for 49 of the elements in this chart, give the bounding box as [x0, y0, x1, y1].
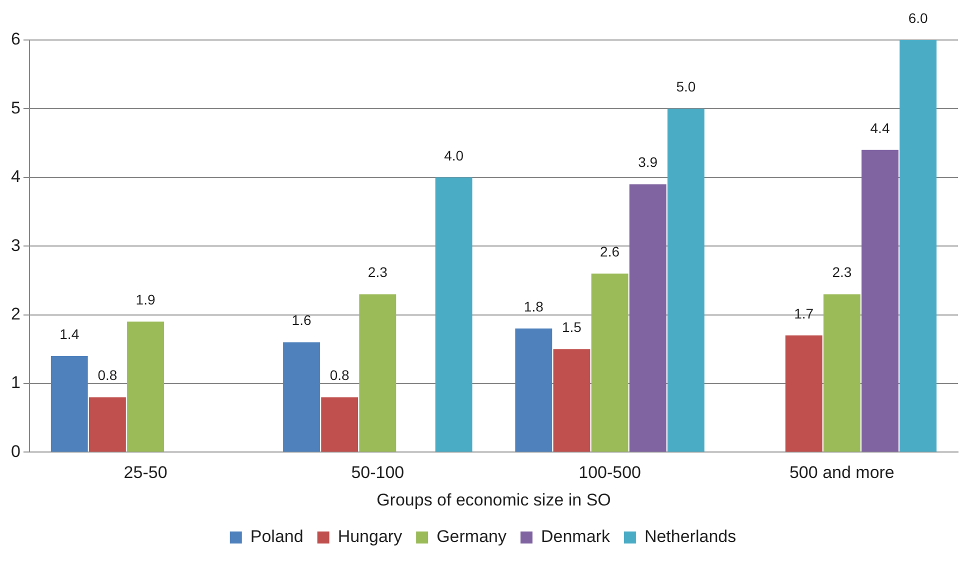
bar [50, 356, 88, 452]
data-label: 3.9 [638, 154, 658, 170]
y-tick-label: 4 [10, 167, 20, 186]
data-label: 1.8 [524, 298, 544, 314]
bar [435, 177, 472, 452]
bar [127, 322, 164, 452]
x-tick-label: 100-500 [578, 463, 641, 482]
bar [667, 108, 704, 452]
data-label: 4.4 [870, 120, 890, 136]
data-label: 1.7 [794, 305, 814, 322]
y-tick-label: 2 [10, 304, 20, 324]
x-axis-title: Groups of economic size in SO [376, 490, 611, 510]
bar [591, 274, 628, 452]
legend-label: Poland [250, 527, 304, 546]
bar [823, 294, 860, 452]
bar [515, 328, 552, 452]
y-tick-label: 3 [10, 236, 20, 255]
data-label: 1.9 [136, 292, 156, 308]
data-label: 2.3 [832, 264, 852, 280]
data-label: 4.0 [444, 147, 464, 164]
bar [88, 397, 126, 452]
bar [862, 150, 898, 452]
data-label: 0.8 [98, 367, 118, 384]
x-tick-label: 25-50 [124, 463, 168, 482]
data-label: 1.4 [60, 326, 80, 342]
data-label: 1.6 [292, 312, 312, 328]
y-tick-label: 5 [10, 98, 20, 118]
bar [553, 349, 590, 452]
legend-label: Germany [436, 527, 507, 546]
y-tick-label: 1 [10, 373, 20, 392]
bar [785, 335, 822, 452]
data-label: 6.0 [908, 10, 928, 26]
legend-label: Hungary [338, 527, 403, 546]
bar [629, 184, 666, 452]
data-label: 0.8 [330, 367, 350, 384]
bar [359, 294, 396, 452]
bar [283, 342, 320, 452]
x-tick-label: 50-100 [351, 463, 404, 482]
bar [321, 397, 358, 452]
data-label: 2.6 [600, 243, 620, 260]
y-tick-label: 0 [10, 442, 20, 461]
data-label: 2.3 [368, 264, 388, 280]
data-label: 5.0 [676, 78, 696, 95]
data-label: 1.5 [562, 319, 582, 336]
x-tick-label: 500 and more [789, 463, 894, 482]
bar [900, 40, 937, 452]
legend-label: Denmark [540, 527, 610, 546]
y-tick-label: 6 [10, 30, 20, 49]
legend-label: Netherlands [644, 527, 736, 546]
